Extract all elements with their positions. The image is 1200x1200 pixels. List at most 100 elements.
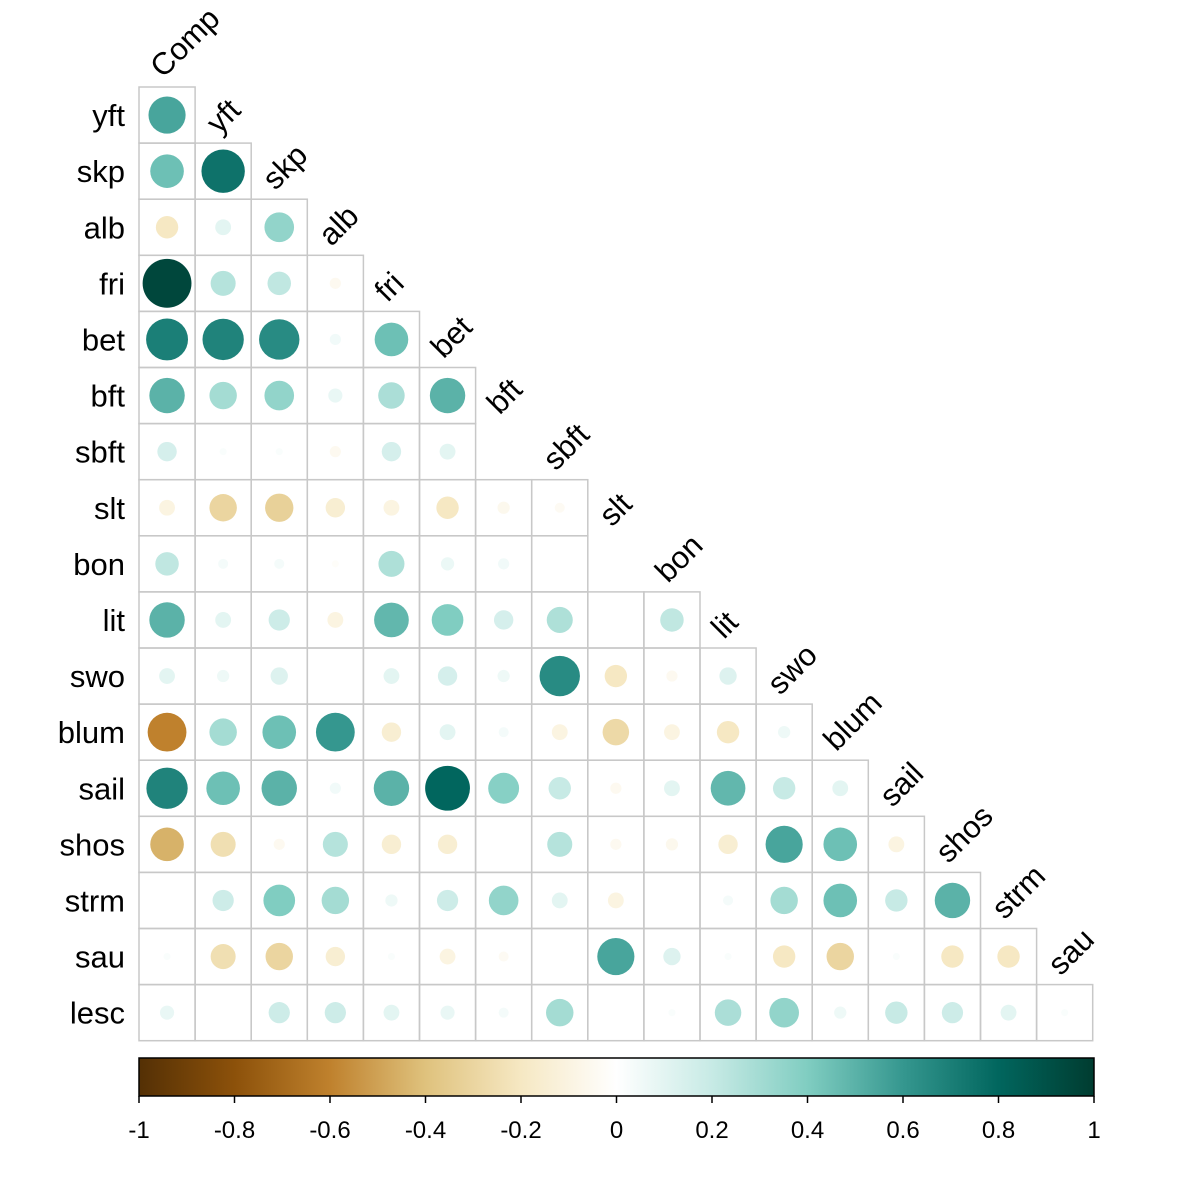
column-label-lit: lit [704,604,745,645]
corr-circle-slt-alb [325,498,346,518]
corr-circle-shos-lit [718,834,738,855]
corr-circle-sau-fri [387,953,395,961]
color-bar-tick-label: 1 [1087,1117,1100,1144]
corr-circle-swo-skp [270,667,288,685]
corr-circle-sail-slt [610,782,622,794]
row-label-lesc: lesc [70,996,125,1031]
corr-circle-bet-fri [374,322,409,357]
corr-circle-bet-yft [202,318,244,361]
corr-circle-blum-lit [716,720,740,744]
color-bar-tick-label: 0.8 [982,1117,1015,1144]
corr-circle-bft-bet [429,377,466,414]
column-label-swo: swo [760,637,824,701]
corr-circle-blum-bon [664,724,680,741]
corr-circle-fri-alb [329,277,341,289]
row-label-skp: skp [77,154,125,189]
corr-circle-bon-bft [498,558,510,570]
corr-circle-strm-lit [723,895,734,906]
corr-circle-swo-bon [666,670,678,682]
corr-circle-sbft-Comp [157,441,177,462]
grid-cell [587,591,645,649]
corr-circle-blum-alb [315,712,355,752]
corr-circle-sau-shos [941,945,964,968]
row-label-strm: strm [65,883,125,918]
corr-circle-strm-bet [436,889,459,912]
column-label-bft: bft [480,371,529,420]
grid-cell [306,647,365,705]
corr-circle-strm-alb [321,886,350,915]
corr-circle-lesc-sau [1061,1009,1069,1017]
color-bar-tick-label: -0.4 [405,1117,446,1144]
row-label-sbft: sbft [75,435,125,470]
corr-circle-swo-fri [383,668,400,684]
row-label-fri: fri [99,266,125,301]
corr-circle-blum-yft [209,718,237,746]
column-label-bet: bet [424,309,479,364]
corr-circle-blum-fri [381,722,402,742]
corr-circle-alb-yft [215,219,232,236]
corr-circle-sau-blum [826,942,854,971]
row-label-blum: blum [58,715,125,750]
corr-circle-sail-alb [329,782,341,794]
corr-circle-sau-Comp [163,953,171,961]
corr-circle-lit-sbft [546,606,573,633]
corr-circle-lesc-alb [324,1002,346,1024]
grid-cell [643,871,701,930]
color-bar [138,1057,1095,1097]
row-label-yft: yft [92,98,125,133]
grid-cell [138,871,196,930]
corr-circle-lesc-bft [498,1007,509,1018]
corr-circle-lit-bon [660,608,684,632]
corr-circle-shos-Comp [150,827,184,862]
corr-circle-skp-Comp [150,154,184,188]
corr-circle-swo-bft [497,669,510,683]
corr-circle-slt-skp [265,493,294,522]
corr-circle-bet-skp [259,319,300,360]
color-bar-tick-label: -0.8 [214,1117,255,1144]
corr-circle-sail-swo [772,777,796,800]
corr-circle-sau-swo [772,945,796,968]
color-legend: -1 -0.8 -0.6 -0.4 -0.2 0 0.2 0.4 0.6 0.8 1 [128,1057,1101,1144]
row-label-lit: lit [103,603,126,638]
corr-circle-bft-yft [209,381,237,410]
column-label-slt: slt [592,486,639,533]
corr-circle-strm-skp [263,884,296,917]
corr-circle-fri-Comp [142,258,192,308]
color-bar-tick-label: 0 [610,1117,623,1144]
corr-circle-fri-yft [210,270,236,296]
corr-circle-sau-bet [439,948,456,965]
corr-circle-shos-alb [322,831,348,857]
corr-circle-blum-Comp [147,712,187,752]
corr-circle-shos-bon [665,838,679,851]
corr-circle-lit-fri [374,602,409,638]
corr-circle-lesc-swo [769,997,799,1028]
corr-circle-lit-Comp [149,602,185,638]
corr-circle-strm-fri [385,894,398,907]
corr-circle-slt-bft [497,501,510,514]
corr-circle-sbft-alb [329,446,341,458]
grid-cell [530,535,589,593]
corr-circle-sau-skp [265,942,293,971]
row-label-bon: bon [73,547,125,582]
corr-circle-sbft-bet [439,443,456,460]
row-label-bet: bet [82,322,125,357]
column-label-fri: fri [368,265,411,308]
corr-circle-blum-sbft [551,724,568,741]
corr-circle-sail-yft [206,771,240,806]
corr-circle-lit-alb [327,612,344,628]
column-label-bon: bon [648,528,709,589]
corr-circle-bon-fri [378,550,405,577]
corr-circle-bet-alb [329,333,341,346]
corr-circle-lesc-fri [383,1004,400,1021]
grid-cell [194,983,252,1042]
corr-circle-strm-slt [607,892,624,909]
row-label-shos: shos [60,827,125,862]
corr-circle-bon-Comp [155,552,179,576]
corr-circle-shos-sbft [547,831,573,857]
corr-circle-slt-fri [383,499,400,516]
corr-circle-bft-Comp [149,377,185,414]
corr-circle-sail-lit [710,770,746,806]
corr-circle-sau-alb [325,946,346,967]
grid-cell [530,927,589,986]
